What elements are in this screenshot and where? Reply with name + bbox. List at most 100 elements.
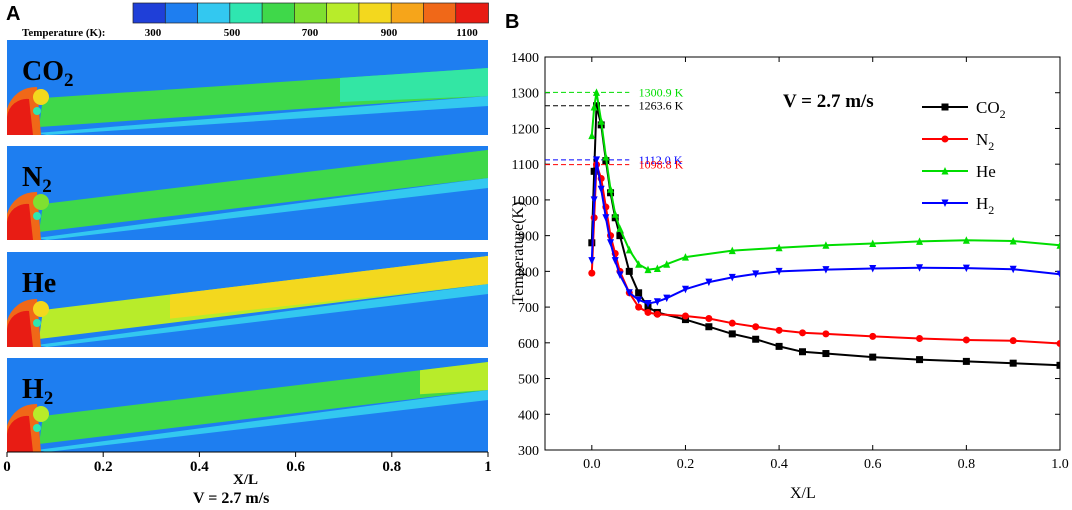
gas-name: H [22,374,44,405]
colorbar-swatch [358,2,393,24]
data-point [653,264,661,273]
legend-label: H2 [976,194,994,217]
colorbar-swatch [423,2,457,24]
contour-flame-core [7,98,33,135]
data-point [728,246,736,255]
data-point [869,353,877,361]
data-point [962,264,970,273]
data-point [593,88,600,96]
legend-item: CO2 [922,98,1006,121]
contour-flame-tip [33,406,49,422]
y-tick-label: 1200 [511,122,539,137]
panel-a: A Temperature (K): 300 500 700 900 1100 CO2N… [3,2,492,507]
series-h2 [588,156,1060,308]
panel-a-x-ticks: 0 0.2 0.4 0.6 0.8 1 [3,451,492,475]
colorbar-swatch [294,2,328,24]
contour-gas-region [39,150,488,232]
data-point [752,335,760,343]
contour-far-region [420,150,488,183]
colorbar-swatch [261,2,296,24]
data-point [916,237,924,245]
data-point [962,357,970,365]
contour-flame-edge [33,107,41,115]
panel-a-x-tick-label: 1 [484,459,492,475]
data-point [1056,340,1060,348]
gas-name: He [22,268,56,299]
data-point [822,330,830,338]
contour-gas-label: N2 [22,162,52,197]
data-point [681,253,689,261]
data-point [1056,361,1060,369]
data-point [635,260,643,268]
data-point [611,214,619,222]
data-point [775,267,783,276]
contour-flame-core [7,310,33,347]
data-point [653,310,661,318]
contour-panel: H2 [7,358,488,452]
legend-name: He [976,162,996,181]
panel-a-x-tick-label: 0.8 [382,459,401,475]
colorbar-tick-label: 300 [145,27,162,39]
y-tick-label: 1400 [511,51,539,66]
colorbar-swatch [455,2,489,24]
contour-flame-core [7,203,33,240]
legend-item: He [922,162,996,181]
legend-subscript: 2 [988,203,994,217]
data-point [1009,337,1017,345]
contour-far-region [340,68,488,102]
x-tick-label: 0.8 [958,457,976,472]
chart-title: V = 2.7 m/s [783,91,874,112]
data-point [941,199,949,207]
legend-label: He [976,162,996,181]
legend-subscript: 2 [988,139,994,153]
panel-a-x-label: X/L [233,472,258,488]
data-point [941,167,949,175]
colorbar-label: Temperature (K): [22,27,105,39]
legend-name: N [976,130,988,149]
panel-a-x-tick-label: 0.6 [286,459,305,475]
series-lines [588,88,1060,369]
contour-flame-edge [33,319,41,327]
x-tick-label: 1.0 [1051,457,1069,472]
y-tick-label: 700 [518,301,539,316]
data-point [635,303,643,311]
y-tick-label: 600 [518,337,539,352]
colorbar-swatch [229,2,263,24]
data-point [635,296,643,304]
contour-far-region [170,256,488,319]
data-point [822,266,830,274]
data-point [635,289,643,297]
legend-item: N2 [922,130,994,153]
data-point [869,265,877,273]
data-point [962,336,970,344]
contour-boundary-layer [37,96,488,135]
data-point [616,271,624,279]
gas-name: N [22,162,42,193]
y-tick-label: 300 [518,444,539,459]
y-axis-label: Temperature(K) [510,202,527,305]
legend-name: H [976,194,988,213]
data-point [590,196,598,204]
contour-boundary-layer [37,390,488,452]
data-point [916,356,924,364]
colorbar-tick-label: 1100 [456,27,478,39]
data-point [822,350,830,358]
y-tick-label: 1300 [511,87,539,102]
legend-label: N2 [976,130,994,153]
data-point [775,342,783,350]
contour-boundary-layer [37,178,488,240]
data-point [625,289,633,297]
x-tick-label: 0.4 [770,457,788,472]
y-tick-label: 800 [518,265,539,280]
data-point [602,153,610,161]
data-point [644,300,652,308]
colorbar-tick-label: 500 [224,27,241,39]
colorbar-tick-label: 700 [302,27,319,39]
colorbar-swatch [164,2,199,24]
data-point [916,335,924,343]
data-point [593,102,600,110]
data-point [869,239,877,247]
data-point [607,239,615,247]
data-point [590,103,598,111]
